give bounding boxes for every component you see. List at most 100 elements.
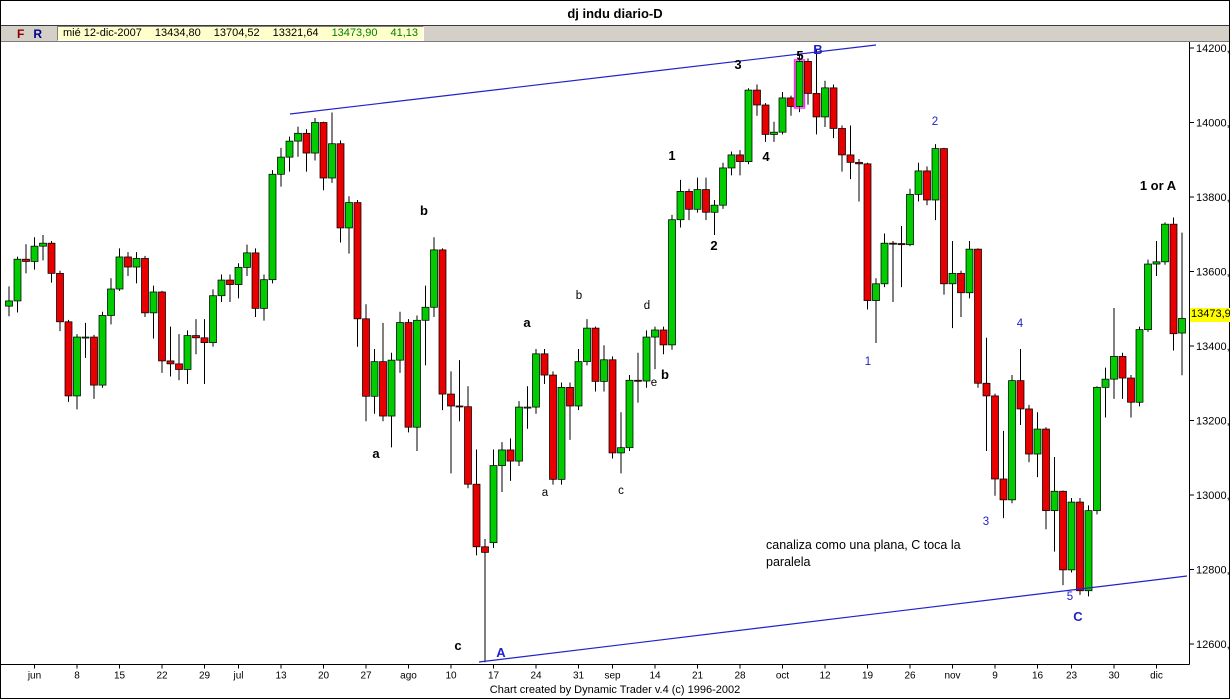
candle-body <box>1016 380 1025 410</box>
candle-body <box>149 291 158 314</box>
candle-body <box>1144 263 1152 330</box>
x-axis-label: 24 <box>530 671 542 682</box>
x-axis-label: 27 <box>360 671 372 682</box>
candle-body <box>838 128 846 156</box>
candle-body <box>226 279 234 285</box>
candle-body <box>1118 356 1127 379</box>
candle-body <box>753 89 761 106</box>
x-axis-label: 10 <box>445 671 457 682</box>
candle-body <box>192 335 200 339</box>
x-axis-label: 30 <box>1108 671 1120 682</box>
candle-body <box>1025 408 1033 455</box>
candle-body <box>81 336 90 339</box>
candle-body <box>515 406 523 462</box>
wave-label: a <box>542 487 549 499</box>
candle-body <box>234 267 243 285</box>
y-axis-label: 13000,0 <box>1196 490 1230 502</box>
y-axis-label: 13800,0 <box>1196 192 1230 204</box>
candle-body <box>1008 380 1016 501</box>
wave-label: 4 <box>1017 318 1024 330</box>
candle-body <box>345 202 353 229</box>
candle-body <box>693 189 702 210</box>
candle-body <box>1178 318 1186 334</box>
x-axis-label: 21 <box>692 671 704 682</box>
wave-label: A <box>496 645 506 660</box>
candle-body <box>812 93 821 118</box>
candle-body <box>430 249 438 308</box>
wave-label: b <box>661 367 669 382</box>
candle-body <box>328 143 336 179</box>
wave-label: c <box>618 485 624 497</box>
x-axis-label: dic <box>1150 671 1163 682</box>
candle-body <box>183 335 192 370</box>
candle-body <box>277 156 285 175</box>
candle-body <box>770 131 778 135</box>
x-axis-label: 17 <box>488 671 500 682</box>
candle-body <box>353 202 362 320</box>
candle-body <box>319 122 328 179</box>
candle-body <box>115 256 124 290</box>
x-axis-label: sep <box>604 671 621 682</box>
wave-label: C <box>1073 609 1083 624</box>
quote-date: mié 12-dic-2007 <box>63 27 142 39</box>
candle-body <box>1169 223 1178 335</box>
candle-body <box>923 170 931 201</box>
title-bar: dj indu diario-D <box>1 1 1229 26</box>
candle-body <box>370 361 379 397</box>
quote-readout-field[interactable]: mié 12-dic-2007 13434,80 13704,52 13321,… <box>57 26 424 41</box>
candle-body <box>540 353 549 376</box>
wave-label: 1 <box>865 356 871 368</box>
f-button[interactable]: F <box>17 26 25 41</box>
wave-label: c <box>454 638 461 653</box>
candle-body <box>889 242 897 245</box>
wave-label: b <box>420 203 428 218</box>
wave-label: d <box>644 300 650 312</box>
candle-body <box>634 379 642 382</box>
candle-body <box>285 140 294 158</box>
upper-parallel-channel-line <box>289 44 877 115</box>
candle-body <box>251 252 260 309</box>
x-axis-label: 12 <box>819 671 831 682</box>
candle-body <box>336 143 345 229</box>
candle-body <box>863 163 872 301</box>
y-axis-label: 12600,0 <box>1196 639 1230 651</box>
candle-body <box>260 279 268 309</box>
x-axis-label: 15 <box>114 671 126 682</box>
candle-body <box>481 546 489 553</box>
x-axis-label: nov <box>944 671 960 682</box>
x-axis-label: 13 <box>275 671 287 682</box>
x-axis-label: oct <box>776 671 790 682</box>
candle-body <box>1067 501 1076 571</box>
candle-body <box>464 406 472 485</box>
candle-body <box>668 219 676 346</box>
candle-body <box>778 97 787 133</box>
candle-body <box>659 329 668 346</box>
candle-body <box>982 382 991 397</box>
candle-body <box>158 291 166 362</box>
candle-body <box>931 148 940 201</box>
quote-close: 13473,90 <box>331 27 378 39</box>
candle-body <box>404 322 413 428</box>
wave-label: 3 <box>983 516 989 528</box>
candle-body <box>719 167 727 206</box>
candle-body <box>107 288 115 316</box>
r-button[interactable]: R <box>33 26 43 41</box>
candle-body <box>200 337 209 344</box>
candle-body <box>396 322 404 361</box>
candle-body <box>472 483 481 548</box>
candle-body <box>243 252 251 268</box>
wave-label: B <box>813 42 822 57</box>
y-axis-label: 14200,0 <box>1196 43 1230 55</box>
y-axis-label: 13600,0 <box>1196 267 1230 279</box>
candle-body <box>1093 386 1101 512</box>
candle-body <box>829 87 838 129</box>
x-axis-label: 31 <box>573 671 585 682</box>
lower-parallel-channel-line <box>478 575 1188 663</box>
candle-body <box>846 154 855 163</box>
candle-body <box>455 405 464 408</box>
candle-body <box>166 360 175 365</box>
candle-body <box>727 154 736 169</box>
candle-body <box>90 336 98 386</box>
candle-body <box>557 386 566 480</box>
wave-label: 4 <box>762 149 770 164</box>
